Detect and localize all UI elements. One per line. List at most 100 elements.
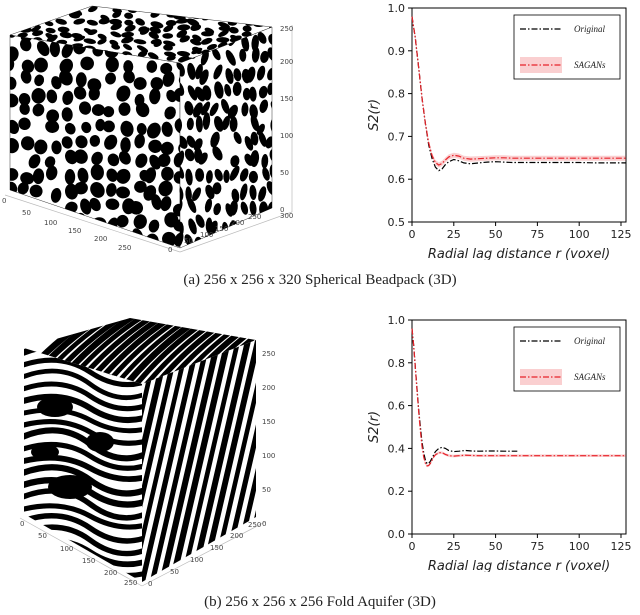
bead-grain bbox=[77, 167, 89, 184]
bead-grain bbox=[135, 153, 148, 168]
y-tick-label: 0.6 bbox=[388, 173, 406, 186]
bead-grain bbox=[10, 138, 19, 154]
y-tick-label: 1.0 bbox=[388, 314, 406, 327]
x-tick-label: 125 bbox=[610, 540, 631, 553]
x-tick-label: 0 bbox=[409, 540, 416, 553]
bead-grain bbox=[123, 70, 135, 84]
bead-grain bbox=[59, 70, 73, 86]
bead-grain bbox=[262, 167, 270, 181]
bead-grain bbox=[32, 30, 44, 37]
cube-a-ftick: 100 bbox=[44, 219, 57, 227]
bead-grain bbox=[149, 6, 159, 9]
bead-grain bbox=[227, 104, 238, 119]
bead-grain bbox=[162, 231, 177, 247]
bead-grain bbox=[257, 32, 267, 44]
bead-grain bbox=[239, 183, 248, 201]
bead-grain bbox=[244, 136, 254, 151]
bead-grain bbox=[87, 29, 98, 36]
bead-grain bbox=[249, 86, 257, 102]
legend-label: SAGANs bbox=[574, 372, 606, 382]
bead-grain bbox=[73, 18, 86, 25]
legend-label: Original bbox=[574, 336, 606, 346]
fold-stripe bbox=[187, 340, 253, 582]
bead-grain bbox=[267, 82, 272, 96]
bead-grain bbox=[172, 203, 180, 217]
cube-b-ftick: 200 bbox=[104, 569, 117, 577]
cube-b-vtick: 100 bbox=[262, 452, 275, 460]
bead-grain bbox=[64, 169, 76, 185]
bead-grain bbox=[121, 36, 134, 44]
fold-blob bbox=[37, 397, 73, 417]
bead-grain bbox=[45, 165, 58, 181]
bead-grain bbox=[116, 214, 129, 228]
bead-grain bbox=[10, 220, 18, 235]
bead-grain bbox=[213, 64, 223, 80]
cube-a-vtick: 200 bbox=[280, 58, 293, 66]
bead-grain bbox=[256, 65, 266, 81]
bead-grain bbox=[178, 6, 188, 11]
bead-grain bbox=[163, 44, 173, 51]
bead-grain bbox=[19, 6, 32, 7]
bead-grain bbox=[233, 68, 242, 82]
cube-a-vtick: 0 bbox=[280, 206, 284, 214]
bead-grain bbox=[30, 230, 42, 244]
bead-grain bbox=[96, 0, 110, 7]
bead-grain bbox=[218, 26, 231, 32]
bead-grain bbox=[105, 198, 120, 210]
bead-grain bbox=[62, 90, 74, 106]
bead-grain bbox=[19, 102, 30, 115]
bead-grain bbox=[251, 46, 260, 63]
bead-grain bbox=[10, 46, 19, 63]
cube-a-rtick: 250 bbox=[248, 213, 261, 221]
bead-grain bbox=[214, 115, 224, 132]
fold-stripe bbox=[24, 464, 142, 497]
bead-grain bbox=[248, 170, 259, 184]
aquifer-axis-ticks: 0 50 100 150 200 250 0 50 100 150 200 25… bbox=[20, 350, 275, 588]
bead-grain bbox=[179, 35, 190, 43]
bead-grain bbox=[10, 12, 18, 18]
bead-grain bbox=[121, 31, 134, 38]
bead-grain bbox=[140, 0, 150, 6]
bead-grain bbox=[205, 6, 217, 7]
bead-grain bbox=[195, 214, 205, 228]
y-tick-label: 0.2 bbox=[388, 485, 406, 498]
bead-grain bbox=[260, 50, 269, 63]
bead-grain bbox=[187, 85, 198, 101]
bead-grain bbox=[225, 49, 236, 66]
bead-grain bbox=[267, 68, 272, 81]
bead-grain bbox=[192, 102, 203, 118]
bead-grain bbox=[246, 66, 256, 83]
bead-grain bbox=[209, 102, 219, 117]
cube-a-ftick: 150 bbox=[68, 227, 81, 235]
bead-grain bbox=[166, 55, 176, 61]
bead-grain bbox=[258, 186, 267, 202]
fold-stripe bbox=[24, 503, 142, 530]
bead-grain bbox=[193, 138, 203, 151]
bead-grain bbox=[162, 71, 175, 87]
bead-grain bbox=[150, 21, 164, 29]
bead-grain bbox=[231, 188, 240, 203]
bead-grain bbox=[161, 121, 173, 137]
bead-grain bbox=[19, 27, 32, 33]
cube-a-ftick: 50 bbox=[22, 209, 31, 217]
bead-grain bbox=[10, 227, 17, 243]
bead-grain bbox=[44, 20, 54, 27]
bead-grain bbox=[241, 31, 252, 37]
cube-a-rtick: 0 bbox=[168, 246, 172, 254]
bead-grain bbox=[258, 12, 270, 20]
bead-grain bbox=[148, 31, 159, 40]
bead-grain bbox=[249, 200, 257, 216]
bead-grain bbox=[189, 38, 202, 46]
bead-grain bbox=[173, 219, 180, 232]
bead-grain bbox=[111, 43, 121, 50]
bead-grain bbox=[17, 32, 28, 38]
bead-grain bbox=[165, 20, 177, 27]
x-tick-label: 100 bbox=[569, 540, 590, 553]
legend-box bbox=[513, 14, 621, 80]
x-tick-label: 100 bbox=[569, 228, 590, 241]
y-axis-label: S2(r) bbox=[367, 411, 382, 443]
bead-grain bbox=[180, 231, 184, 248]
bead-grain bbox=[68, 11, 81, 19]
bead-grain bbox=[65, 149, 78, 165]
bead-grain bbox=[51, 140, 62, 155]
